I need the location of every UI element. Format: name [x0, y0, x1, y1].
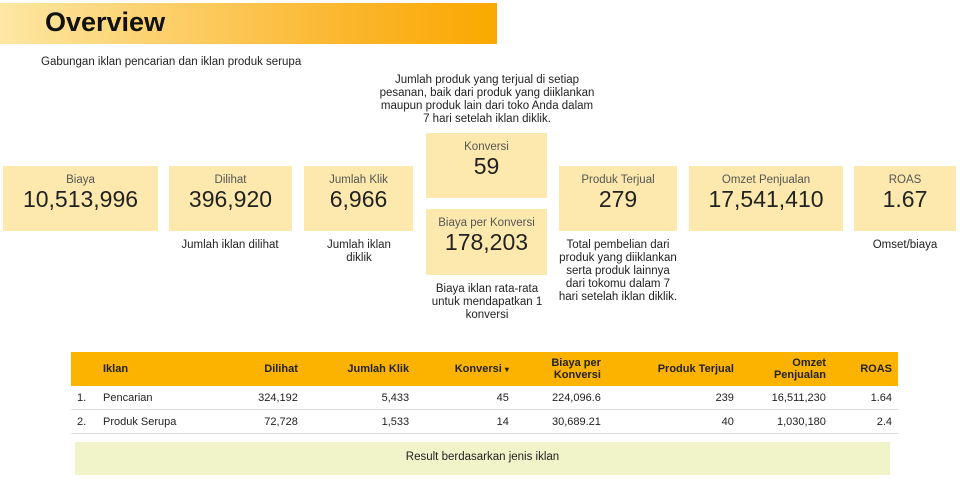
card-label: Dilihat: [214, 174, 247, 186]
cell-bpk: 30,689.21: [514, 409, 607, 434]
card-label: Biaya per Konversi: [438, 217, 535, 229]
table-footer-note: Result berdasarkan jenis iklan: [75, 442, 890, 475]
card-value: 6,966: [329, 186, 388, 212]
card-klik: Jumlah Klik 6,966: [304, 166, 413, 231]
note-dilihat: Jumlah iklan dilihat: [181, 239, 279, 251]
row-number: 1.: [71, 386, 97, 410]
results-table: Iklan Dilihat Jumlah Klik Konversi ▾ Bia…: [71, 352, 898, 434]
col-roas[interactable]: ROAS: [831, 352, 898, 386]
card-label: ROAS: [888, 174, 922, 186]
col-klik[interactable]: Jumlah Klik: [303, 352, 416, 386]
cell-konversi: 45: [415, 386, 515, 410]
cell-produk: 40: [606, 409, 740, 434]
subtitle: Gabungan iklan pencarian dan iklan produ…: [41, 56, 302, 68]
card-omzet: Omzet Penjualan 17,541,410: [689, 166, 843, 231]
card-value: 1.67: [882, 186, 928, 212]
card-label: Biaya: [66, 174, 95, 186]
col-iklan[interactable]: Iklan: [97, 352, 226, 386]
cell-dilihat: 324,192: [225, 386, 304, 410]
card-produk-terjual: Produk Terjual 279: [559, 166, 677, 231]
cell-klik: 1,533: [303, 409, 416, 434]
card-value: 178,203: [444, 229, 529, 255]
col-konversi[interactable]: Konversi ▾: [415, 352, 515, 386]
cell-produk: 239: [606, 386, 740, 410]
header-banner: Overview: [0, 3, 497, 44]
cell-dilihat: 72,728: [225, 409, 304, 434]
cell-bpk: 224,096.6: [514, 386, 607, 410]
table-row: 2. Produk Serupa 72,728 1,533 14 30,689.…: [71, 409, 898, 434]
sort-desc-icon[interactable]: ▾: [504, 364, 509, 374]
card-konversi: Konversi 59: [426, 133, 547, 198]
card-label: Produk Terjual: [581, 174, 655, 186]
col-bpk[interactable]: Biaya per Konversi: [514, 352, 607, 386]
card-dilihat: Dilihat 396,920: [169, 166, 292, 231]
card-label: Konversi: [464, 141, 509, 153]
note-klik: Jumlah iklan diklik: [327, 239, 391, 264]
cell-roas: 1.64: [831, 386, 898, 410]
cell-konversi: 14: [415, 409, 515, 434]
card-value: 10,513,996: [22, 186, 139, 212]
card-value: 396,920: [188, 186, 273, 212]
table-header: Iklan Dilihat Jumlah Klik Konversi ▾ Bia…: [71, 352, 898, 386]
col-omzet[interactable]: Omzet Penjualan: [739, 352, 832, 386]
cell-omzet: 16,511,230: [739, 386, 832, 410]
card-label: Jumlah Klik: [329, 174, 388, 186]
card-value: 279: [598, 186, 638, 212]
card-roas: ROAS 1.67: [854, 166, 956, 231]
cell-roas: 2.4: [831, 409, 898, 434]
cell-iklan: Pencarian: [97, 386, 226, 410]
row-number: 2.: [71, 409, 97, 434]
cell-omzet: 1,030,180: [739, 409, 832, 434]
cell-iklan: Produk Serupa: [97, 409, 226, 434]
table-row: 1. Pencarian 324,192 5,433 45 224,096.6 …: [71, 386, 898, 410]
page-title: Overview: [45, 7, 166, 37]
note-bpk: Biaya iklan rata-rata untuk mendapatkan …: [431, 283, 543, 321]
note-produk: Total pembelian dari produk yang diiklan…: [558, 239, 678, 303]
card-biaya: Biaya 10,513,996: [3, 166, 158, 231]
card-biaya-per-konversi: Biaya per Konversi 178,203: [426, 209, 547, 275]
cell-klik: 5,433: [303, 386, 416, 410]
note-konversi: Jumlah produk yang terjual di setiap pes…: [379, 74, 595, 125]
card-value: 59: [473, 153, 500, 179]
note-roas: Omset/biaya: [872, 239, 938, 251]
card-label: Omzet Penjualan: [721, 174, 811, 186]
col-produk[interactable]: Produk Terjual: [606, 352, 740, 386]
col-dilihat[interactable]: Dilihat: [225, 352, 304, 386]
col-konversi-label: Konversi: [454, 362, 502, 375]
card-value: 17,541,410: [708, 186, 824, 212]
